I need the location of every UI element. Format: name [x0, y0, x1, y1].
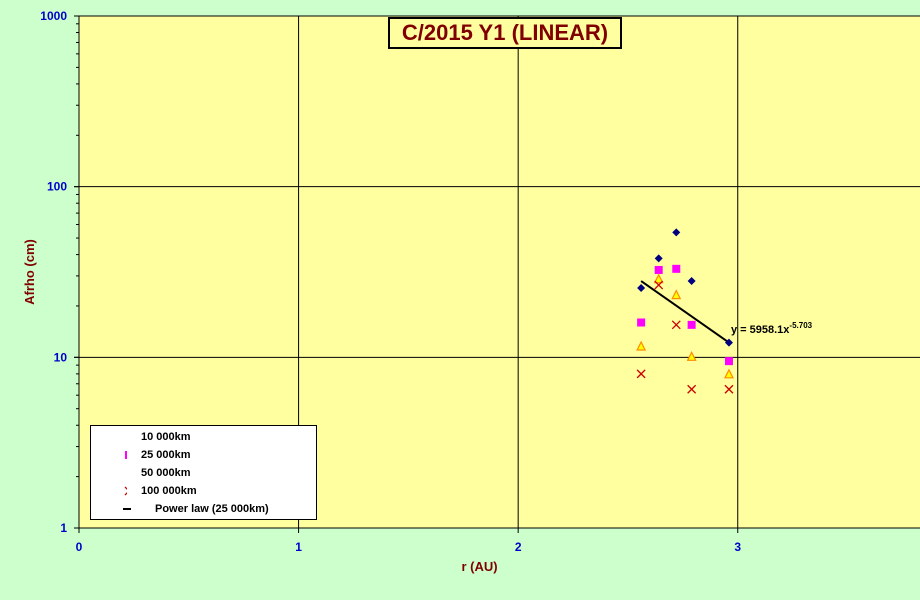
legend-item-10000km: 10 000km	[91, 428, 316, 446]
chart-title-text: C/2015 Y1 (LINEAR)	[401, 20, 609, 45]
data-point-100000km	[724, 384, 734, 394]
legend-item-power-law: Power law (25 000km)	[91, 500, 316, 518]
data-point-50000km	[653, 273, 664, 284]
legend-label: 50 000km	[141, 467, 191, 479]
legend: 10 000km 25 000km 50 000km 100 000km Pow…	[90, 425, 317, 520]
data-point-10000km	[724, 338, 733, 347]
data-point-10000km	[637, 283, 646, 292]
data-point-25000km	[687, 320, 696, 329]
x-marker-icon	[124, 486, 127, 496]
data-point-100000km	[671, 320, 681, 330]
x-axis-label: r (AU)	[461, 559, 497, 574]
data-point-25000km	[637, 318, 646, 327]
power-law-fit-line	[640, 280, 730, 344]
data-point-10000km	[687, 277, 696, 286]
square-marker-icon	[125, 451, 127, 459]
legend-label: 10 000km	[141, 431, 191, 443]
y-tick-label: 1000	[40, 9, 67, 23]
x-tick-label: 2	[515, 540, 522, 554]
data-point-25000km	[672, 264, 681, 273]
data-point-100000km	[687, 384, 697, 394]
data-point-10000km	[654, 254, 663, 263]
x-tick-label: 1	[295, 540, 302, 554]
legend-item-50000km: 50 000km	[91, 464, 316, 482]
y-tick-label: 1	[60, 521, 67, 535]
data-point-100000km	[654, 280, 664, 290]
data-point-50000km	[671, 289, 682, 300]
y-axis-label: Afrho (cm)	[22, 239, 37, 305]
legend-item-25000km: 25 000km	[91, 446, 316, 464]
legend-label: 100 000km	[141, 485, 197, 497]
x-tick-label: 0	[76, 540, 83, 554]
data-point-50000km	[686, 350, 697, 361]
data-point-100000km	[636, 369, 646, 379]
y-tick-label: 10	[54, 350, 68, 364]
data-point-25000km	[654, 265, 663, 274]
chart-title: C/2015 Y1 (LINEAR)	[388, 17, 622, 49]
legend-item-100000km: 100 000km	[91, 482, 316, 500]
y-tick-label: 100	[47, 180, 67, 194]
data-point-50000km	[636, 340, 647, 351]
data-point-50000km	[723, 368, 734, 379]
legend-label: 25 000km	[141, 449, 191, 461]
data-point-25000km	[724, 357, 733, 366]
legend-label: Power law (25 000km)	[155, 503, 269, 515]
x-tick-label: 3	[734, 540, 741, 554]
data-point-10000km	[672, 228, 681, 237]
